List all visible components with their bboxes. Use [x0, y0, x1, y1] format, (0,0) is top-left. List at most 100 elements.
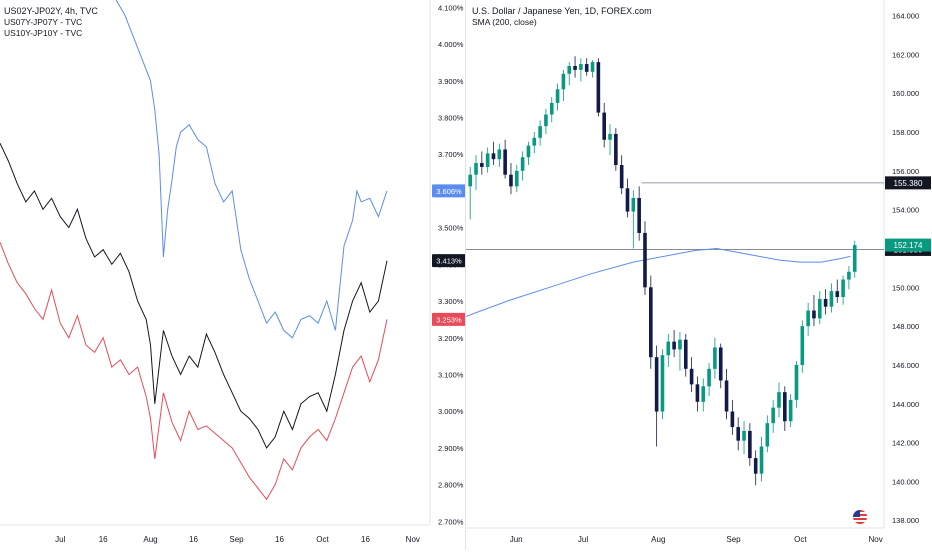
- legend-indicator[interactable]: SMA (200, close): [472, 17, 537, 27]
- candle-body: [736, 427, 741, 441]
- x-tick-label: Oct: [794, 535, 807, 544]
- candle-body: [713, 347, 717, 369]
- candle: [561, 69, 566, 101]
- legend-symbol[interactable]: U.S. Dollar / Japanese Yen, 1D, FOREX.co…: [472, 6, 652, 16]
- y-tick-label: 3.000%: [438, 407, 464, 416]
- candle: [701, 378, 706, 412]
- last-value-badge: [432, 254, 466, 268]
- x-tick-label: Nov: [869, 535, 883, 544]
- candle-body: [520, 157, 525, 171]
- candle-body: [555, 89, 560, 103]
- candle: [689, 357, 694, 393]
- last-value-label: 3.253%: [436, 315, 462, 324]
- series-line-us10y-jp10y: [0, 242, 388, 501]
- candle: [485, 147, 490, 173]
- candle-body: [707, 368, 711, 387]
- pane-divider[interactable]: [465, 0, 466, 550]
- candle: [800, 320, 805, 373]
- candle-body: [614, 133, 618, 165]
- y-tick-label: 156.000: [892, 167, 919, 176]
- candle-body: [590, 62, 595, 72]
- legend-series-3[interactable]: US10Y-JP10Y - TVC: [4, 28, 83, 38]
- candle: [759, 436, 764, 482]
- candle: [584, 58, 589, 76]
- candle-body: [654, 357, 659, 412]
- candle: [602, 102, 606, 148]
- y-tick-label: 138.000: [892, 516, 919, 525]
- candle-body: [619, 165, 624, 189]
- candle-body: [625, 188, 630, 212]
- candle: [683, 333, 688, 377]
- candle-body: [561, 73, 566, 90]
- candle-body: [817, 298, 822, 319]
- candle: [596, 58, 601, 117]
- y-tick-label: 3.300%: [438, 297, 464, 306]
- y-tick-label: 3.200%: [438, 334, 464, 343]
- x-tick-label: Aug: [651, 535, 665, 544]
- candle-body: [573, 66, 577, 70]
- candle-body: [579, 64, 583, 70]
- spread-chart-pane[interactable]: 4.100%4.000%3.900%3.800%3.700%3.600%3.50…: [0, 0, 466, 550]
- y-tick-label: 2.700%: [438, 517, 464, 526]
- candle: [730, 399, 735, 435]
- x-tick-label: Aug: [143, 535, 157, 544]
- candle-body: [637, 198, 641, 233]
- candle-body: [649, 287, 653, 358]
- x-tick-label: Jul: [55, 535, 65, 544]
- candle-body: [497, 149, 502, 160]
- candle-body: [852, 245, 857, 272]
- candle-body: [468, 174, 472, 187]
- candle-body: [829, 291, 834, 307]
- x-tick-label: Oct: [316, 535, 329, 544]
- candle-body: [835, 291, 840, 297]
- candle-body: [847, 271, 851, 280]
- candle: [812, 295, 816, 327]
- candle: [614, 128, 618, 171]
- candle-body: [759, 446, 764, 474]
- usdjpy-legend: U.S. Dollar / Japanese Yen, 1D, FOREX.co…: [472, 6, 652, 28]
- candle-body: [753, 458, 758, 474]
- candle-body: [823, 298, 828, 307]
- candle: [718, 343, 723, 389]
- candle: [660, 349, 665, 420]
- candle: [503, 139, 507, 179]
- y-tick-label: 2.800%: [438, 481, 464, 490]
- x-tick-label: Jun: [510, 535, 523, 544]
- last-value-label: 3.606%: [436, 187, 462, 196]
- candle-body: [666, 341, 671, 356]
- usdjpy-chart[interactable]: 164.000 162.000 160.000 158.000 156.000 154.0…: [465, 0, 932, 550]
- y-tick-label: 146.000: [892, 361, 919, 370]
- y-tick-label: 3.800%: [438, 113, 464, 122]
- last-price-badge: [885, 238, 931, 252]
- candle-body: [491, 153, 496, 160]
- legend-series-2[interactable]: US07Y-JP07Y - TVC: [4, 17, 83, 27]
- candle-body: [474, 163, 478, 175]
- candle-body: [812, 310, 816, 319]
- candle: [835, 279, 840, 303]
- candle: [847, 265, 851, 290]
- candle: [678, 331, 682, 371]
- candle-body: [783, 392, 787, 422]
- candle-body: [718, 347, 723, 381]
- candle: [579, 58, 583, 82]
- y-tick-label: 3.900%: [438, 77, 464, 86]
- spread-chart[interactable]: 4.100%4.000%3.900%3.800%3.700%3.600%3.50…: [0, 0, 466, 550]
- candle-body: [549, 102, 554, 115]
- candle: [497, 143, 502, 167]
- horizontal-line-label: 155.380: [894, 179, 923, 188]
- usdjpy-chart-pane[interactable]: 164.000 162.000 160.000 158.000 156.000 154.0…: [465, 0, 932, 550]
- y-tick-label: 144.000: [892, 400, 919, 409]
- candle: [654, 345, 659, 447]
- x-tick-label: Sep: [229, 535, 244, 544]
- candle-body: [695, 384, 700, 402]
- candle: [817, 291, 822, 325]
- y-tick-label: 150.000: [892, 283, 919, 292]
- candle-body: [806, 310, 810, 327]
- candle: [643, 221, 647, 296]
- candle: [695, 376, 700, 412]
- candle: [852, 240, 857, 278]
- legend-series-1[interactable]: US02Y-JP02Y, 4h, TVC: [4, 6, 98, 16]
- last-value-label: 3.413%: [436, 257, 462, 266]
- candle-body: [584, 64, 589, 72]
- candle-body: [485, 153, 490, 167]
